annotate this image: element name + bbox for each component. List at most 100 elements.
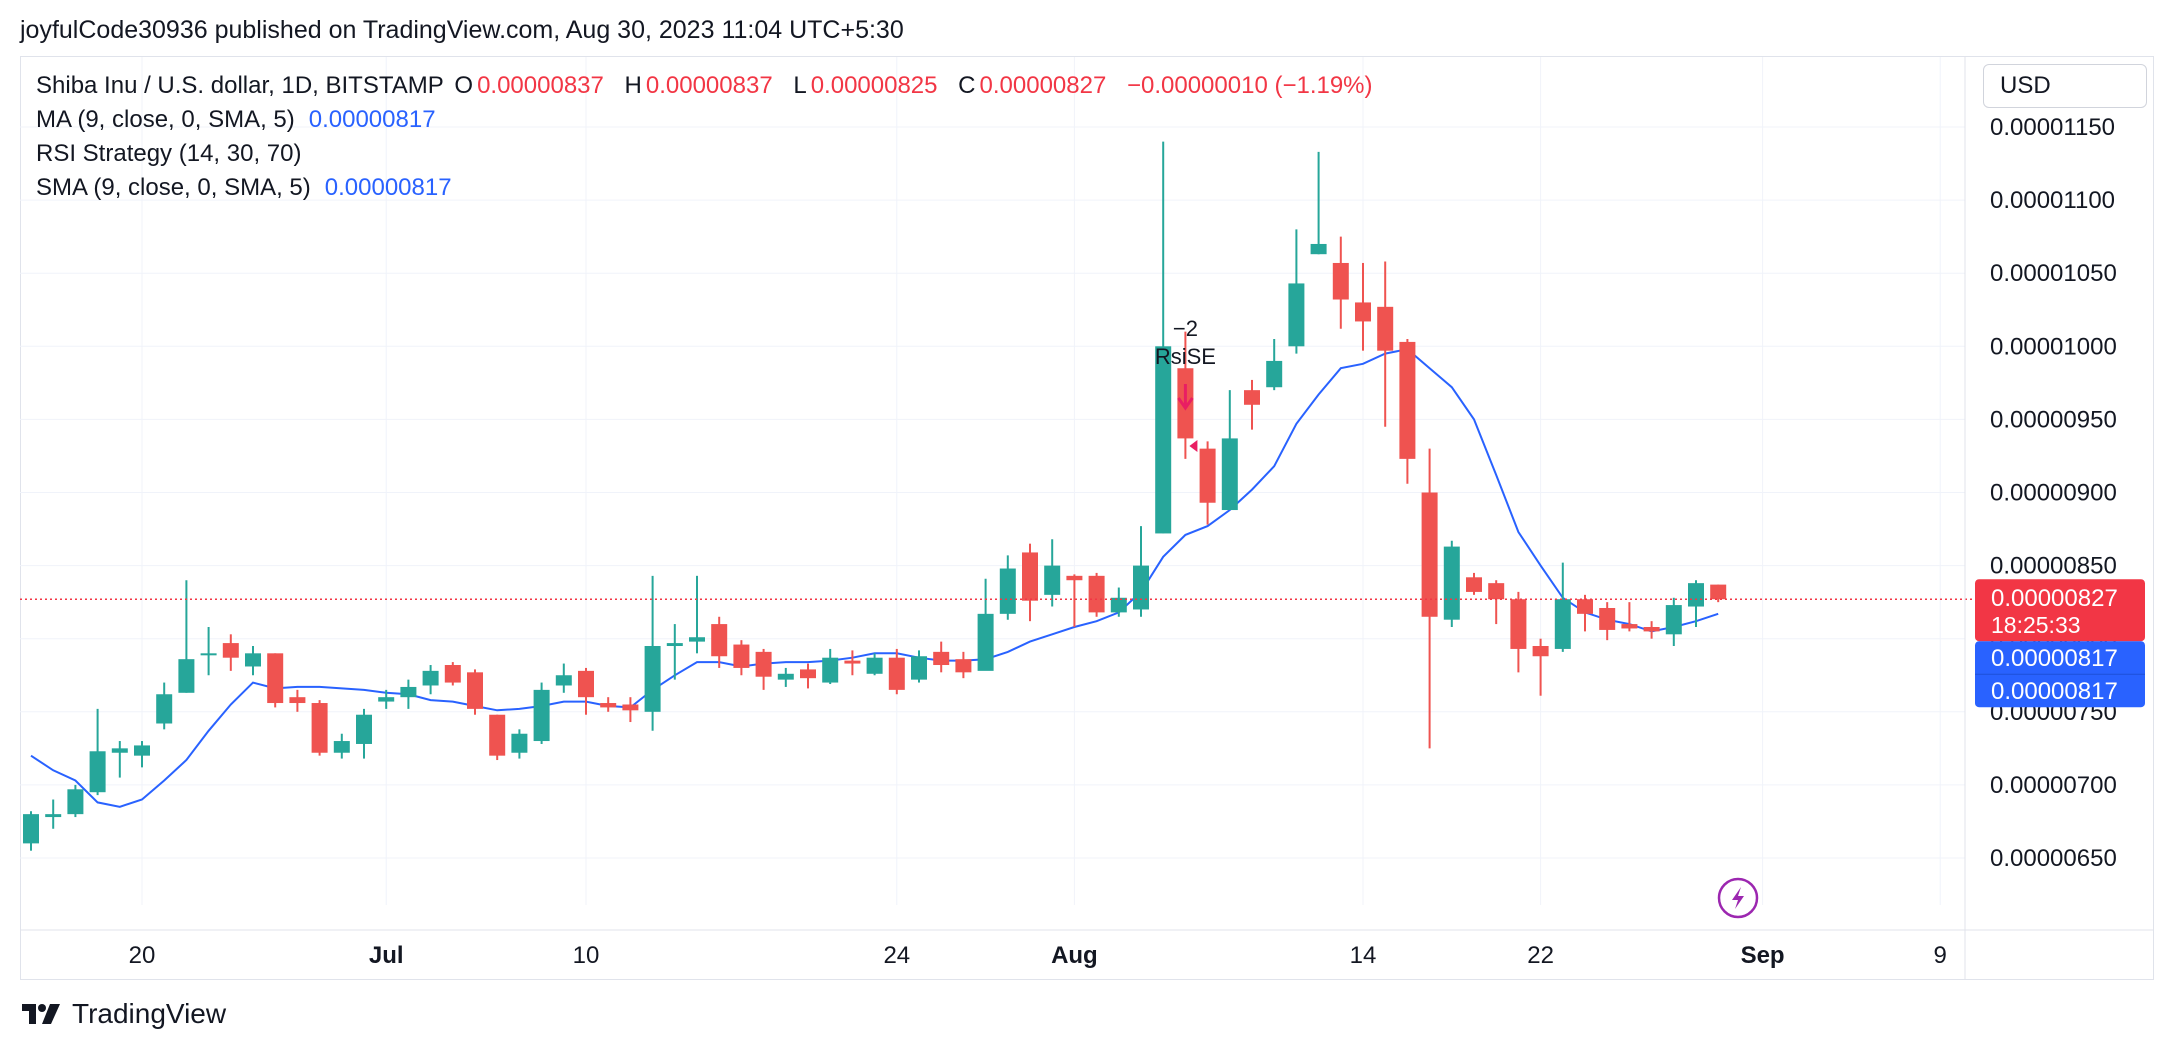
candle-body [555,675,572,686]
candle-body [600,703,617,708]
candle [1710,584,1727,603]
candle-body [689,637,705,642]
candle [1554,562,1571,652]
currency-selector[interactable]: USD [1983,64,2147,108]
legend-ma-row[interactable]: MA (9, close, 0, SMA, 5) 0.00000817 [36,106,440,134]
candle [800,663,816,689]
candle-body [1643,627,1660,632]
candle [467,669,483,715]
candle-body [1288,283,1305,347]
low-label: L [793,72,807,99]
moving-average-layer [30,348,1719,808]
ma-line [30,348,1719,808]
candle [689,575,705,654]
candle-body [911,656,927,680]
last-price-value: 0.00000827 [1991,585,2118,612]
candle [444,662,461,686]
tradingview-logo-icon [22,1004,60,1024]
candle [844,650,861,676]
candle [911,650,927,683]
candle [489,714,506,761]
candle [178,580,195,693]
candle [955,651,972,679]
candle [622,697,639,723]
candle [1355,262,1371,351]
close-value: 0.00000827 [979,72,1107,99]
sma-price-value: 0.00000817 [1991,678,2118,705]
candle [1399,338,1416,484]
candle-body [1310,243,1327,255]
candle [67,784,84,818]
y-tick-label: 0.00001000 [1990,333,2117,360]
candle-body [866,657,883,674]
open-label: O [454,72,474,99]
candle [1221,390,1238,511]
candle [822,648,839,685]
candle-body [111,748,128,753]
candle-body [45,814,62,818]
candle-body [777,673,794,680]
candle-body [1621,624,1638,629]
candle-body [467,672,483,709]
candle-body [733,644,750,668]
candle [511,729,528,759]
candle-body [644,646,661,712]
candle [156,682,173,730]
candle [1310,151,1327,255]
candle-body [222,643,239,658]
candle [1133,526,1149,617]
candle [1577,594,1593,632]
candle-body [1532,646,1549,657]
candle-body [1710,584,1727,600]
candle-body [578,670,594,698]
y-tick-label: 0.00001050 [1990,260,2117,287]
candle-body [1377,306,1394,351]
high-label: H [624,72,642,99]
candle-body [1399,341,1416,459]
candle-body [245,653,261,667]
candle-body [311,703,328,753]
candle-body [23,814,39,844]
symbol-title[interactable]: Shiba Inu / U.S. dollar, 1D, BITSTAMP [36,72,444,99]
signal-count-label: −2 [1173,316,1198,341]
candle [1199,441,1216,525]
x-tick-label: Jul [369,942,404,969]
candle [1066,574,1083,628]
candle-body [267,653,284,704]
x-tick-label: 22 [1527,942,1554,969]
candle [600,697,617,712]
candle-body [333,741,350,753]
legend-sma-row[interactable]: SMA (9, close, 0, SMA, 5) 0.00000817 [36,174,456,202]
signal-name-label: RsiSE [1155,344,1216,369]
candle-body [178,659,195,693]
candle-body [955,659,972,673]
candle [977,578,994,671]
y-tick-label: 0.00000700 [1990,772,2117,799]
candle [644,575,661,731]
last-price-badge[interactable] [1975,579,2145,642]
candle-body [289,697,306,704]
candle-body [400,686,417,698]
open-value: 0.00000837 [477,72,604,99]
y-tick-label: 0.00000850 [1990,553,2117,580]
candle [1532,638,1549,696]
candle [933,641,950,673]
candle-body [1665,605,1682,635]
chart-frame[interactable] [20,56,2154,980]
candle [267,653,284,708]
candle [1155,141,1172,534]
candle-body [1554,599,1571,649]
ma-label: MA (9, close, 0, SMA, 5) [36,106,295,133]
lightning-bolt-icon [1732,887,1744,909]
candle [1688,580,1704,628]
legend-rsi-row[interactable]: RSI Strategy (14, 30, 70) [36,140,305,168]
candle-body [1221,438,1238,511]
candle-body [378,697,395,702]
candle-body [933,651,950,666]
brand-footer[interactable]: TradingView [20,998,226,1030]
candle [1466,572,1482,595]
candle-body [1421,492,1438,617]
candle [1599,602,1616,641]
